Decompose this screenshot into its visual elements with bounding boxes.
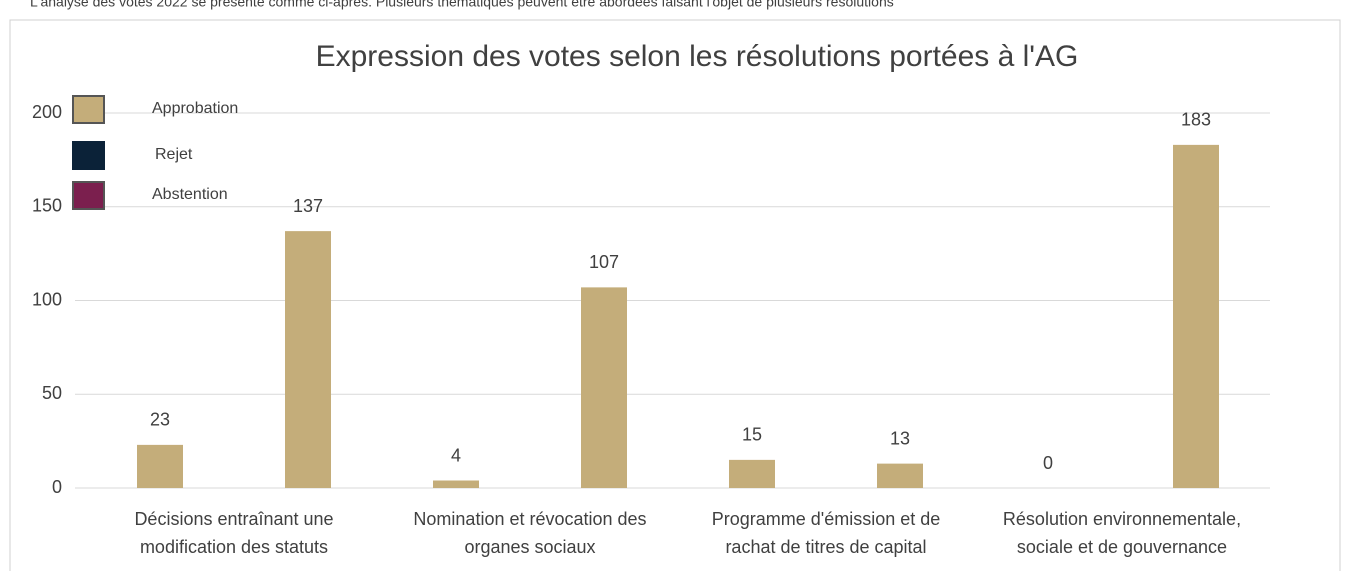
legend-label: Rejet <box>155 146 193 163</box>
data-label: 13 <box>890 428 910 448</box>
data-label: 183 <box>1181 110 1211 130</box>
y-tick-label: 150 <box>32 196 62 216</box>
legend-swatch <box>72 95 105 124</box>
y-tick-label: 200 <box>32 102 62 122</box>
label-line: organes sociaux <box>464 537 595 557</box>
bar <box>729 459 775 488</box>
data-label: 107 <box>589 252 619 272</box>
caption: L'analyse des votes 2022 se présente com… <box>30 0 894 10</box>
bar <box>285 231 331 488</box>
label-line: Nomination et révocation des <box>413 509 646 529</box>
chart-border <box>9 19 1341 571</box>
label-line: Résolution environnementale, <box>1003 509 1241 529</box>
label-line: modification des statuts <box>140 537 328 557</box>
x-tick-label: Décisions entraînant une modification des… <box>134 509 333 557</box>
y-tick-label: 0 <box>52 477 62 497</box>
bar <box>877 463 923 488</box>
chart-title: Expression des votes selon les résolutio… <box>316 40 1079 73</box>
bar <box>581 287 627 488</box>
legend-swatch <box>72 181 105 210</box>
legend-swatch <box>72 141 105 170</box>
x-tick-label: Résolution environnementale, sociale et d… <box>1003 509 1241 557</box>
y-tick-label: 100 <box>32 289 62 309</box>
label-line: Décisions entraînant une <box>134 509 333 529</box>
y-tick-label: 50 <box>42 383 62 403</box>
x-tick-label: Nomination et révocation des organes soci… <box>413 509 646 557</box>
bar <box>1173 144 1219 488</box>
label-line: sociale et de gouvernance <box>1017 537 1227 557</box>
data-label: 0 <box>1043 453 1053 473</box>
legend-label: Approbation <box>152 100 238 117</box>
bar <box>433 480 479 488</box>
data-label: 137 <box>293 196 323 216</box>
bar <box>137 444 183 488</box>
data-label: 4 <box>451 445 461 465</box>
legend-label: Abstention <box>152 186 228 203</box>
label-line: rachat de titres de capital <box>725 537 926 557</box>
label-line: Programme d'émission et de <box>712 509 941 529</box>
data-label: 23 <box>150 410 170 430</box>
x-tick-label: Programme d'émission et de rachat de titr… <box>712 509 941 557</box>
data-label: 15 <box>742 425 762 445</box>
